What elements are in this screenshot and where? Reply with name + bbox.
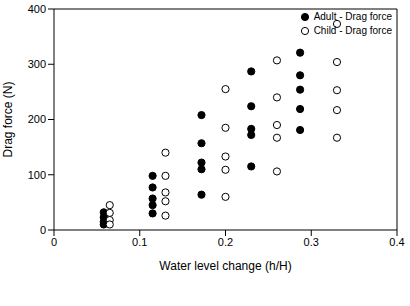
svg-text:0: 0 [40, 224, 46, 236]
svg-text:400: 400 [28, 3, 46, 15]
svg-text:200: 200 [28, 113, 46, 125]
svg-text:300: 300 [28, 58, 46, 70]
html-text:Adult - Drag force: Adult - Drag force [313, 11, 392, 22]
svg-text:0.4: 0.4 [389, 236, 402, 248]
svg-text:0.2: 0.2 [218, 236, 233, 248]
svg-text:100: 100 [28, 169, 46, 181]
html-text:Child - Drag force: Child - Drag force [313, 25, 392, 36]
svg-text:Drag force (N): Drag force (N) [8, 81, 15, 157]
svg-text:0.3: 0.3 [304, 236, 319, 248]
svg-text:Water level change (h/H): Water level change (h/H) [159, 259, 291, 273]
svg-text:0.1: 0.1 [132, 236, 147, 248]
svg-text:0: 0 [51, 236, 57, 248]
